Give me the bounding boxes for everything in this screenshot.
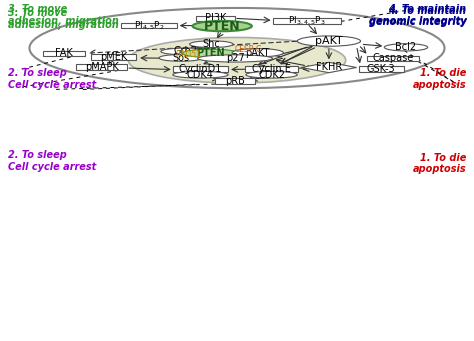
FancyBboxPatch shape	[246, 66, 298, 72]
Polygon shape	[301, 62, 356, 73]
Text: 3. To move
adhesion, migration: 3. To move adhesion, migration	[8, 4, 118, 26]
Text: Bcl2: Bcl2	[395, 42, 417, 52]
Ellipse shape	[384, 44, 428, 51]
Ellipse shape	[173, 71, 228, 78]
FancyBboxPatch shape	[121, 23, 177, 28]
FancyBboxPatch shape	[91, 55, 136, 60]
Text: PTEN: PTEN	[204, 19, 240, 33]
Ellipse shape	[198, 55, 273, 62]
Text: CDK4: CDK4	[187, 70, 214, 80]
Text: p27: p27	[226, 54, 245, 63]
FancyBboxPatch shape	[196, 16, 235, 21]
Text: 2. To sleep
Cell cycle arrest: 2. To sleep Cell cycle arrest	[8, 68, 96, 90]
Text: pRB: pRB	[225, 76, 245, 86]
Text: FAK: FAK	[55, 48, 73, 58]
FancyBboxPatch shape	[173, 66, 228, 72]
Text: CESP-C: CESP-C	[234, 45, 262, 54]
FancyBboxPatch shape	[273, 18, 341, 24]
FancyBboxPatch shape	[76, 64, 127, 70]
Text: pMEK: pMEK	[100, 52, 127, 62]
Text: Shc: Shc	[202, 39, 220, 49]
Text: GSK-3: GSK-3	[367, 64, 396, 74]
FancyBboxPatch shape	[367, 56, 419, 61]
Ellipse shape	[192, 21, 252, 31]
Text: Cyclin E: Cyclin E	[252, 64, 291, 74]
Text: RAD51: RAD51	[176, 50, 201, 59]
Text: 2. To sleep
Cell cycle arrest: 2. To sleep Cell cycle arrest	[8, 150, 96, 172]
Text: PI$_{3,4,5}$P$_3$: PI$_{3,4,5}$P$_3$	[288, 15, 326, 27]
Text: CDK2: CDK2	[258, 70, 285, 80]
Text: 1. To die
apoptosis: 1. To die apoptosis	[413, 68, 466, 90]
Ellipse shape	[128, 38, 346, 83]
Text: PI$_{4,5}$P$_2$: PI$_{4,5}$P$_2$	[134, 19, 164, 32]
Text: CyclinD1: CyclinD1	[179, 64, 222, 74]
Ellipse shape	[246, 71, 297, 78]
Text: PI3K: PI3K	[205, 13, 226, 23]
Text: pMAPK: pMAPK	[85, 62, 118, 72]
Ellipse shape	[159, 55, 202, 61]
Ellipse shape	[161, 48, 210, 55]
Text: 4. To maintain
genomic integrity: 4. To maintain genomic integrity	[368, 4, 466, 26]
Ellipse shape	[297, 36, 361, 46]
Ellipse shape	[182, 49, 238, 57]
Text: Grb2: Grb2	[173, 46, 198, 57]
FancyBboxPatch shape	[43, 50, 85, 56]
Ellipse shape	[232, 49, 283, 57]
Text: pAKT: pAKT	[315, 36, 343, 46]
FancyBboxPatch shape	[215, 78, 255, 84]
Text: 1. To die
apoptosis: 1. To die apoptosis	[413, 152, 466, 174]
Ellipse shape	[190, 41, 233, 47]
Text: FKHR: FKHR	[316, 62, 342, 73]
Text: Caspase: Caspase	[373, 54, 414, 63]
Text: pAKT: pAKT	[246, 48, 270, 58]
Text: PTEN: PTEN	[196, 48, 225, 58]
Text: 3. To move
adhesion, migration: 3. To move adhesion, migration	[8, 9, 118, 30]
FancyBboxPatch shape	[359, 66, 403, 72]
Text: 4. To maintain
genomic integrity: 4. To maintain genomic integrity	[368, 6, 466, 28]
Text: Sos: Sos	[172, 53, 189, 63]
